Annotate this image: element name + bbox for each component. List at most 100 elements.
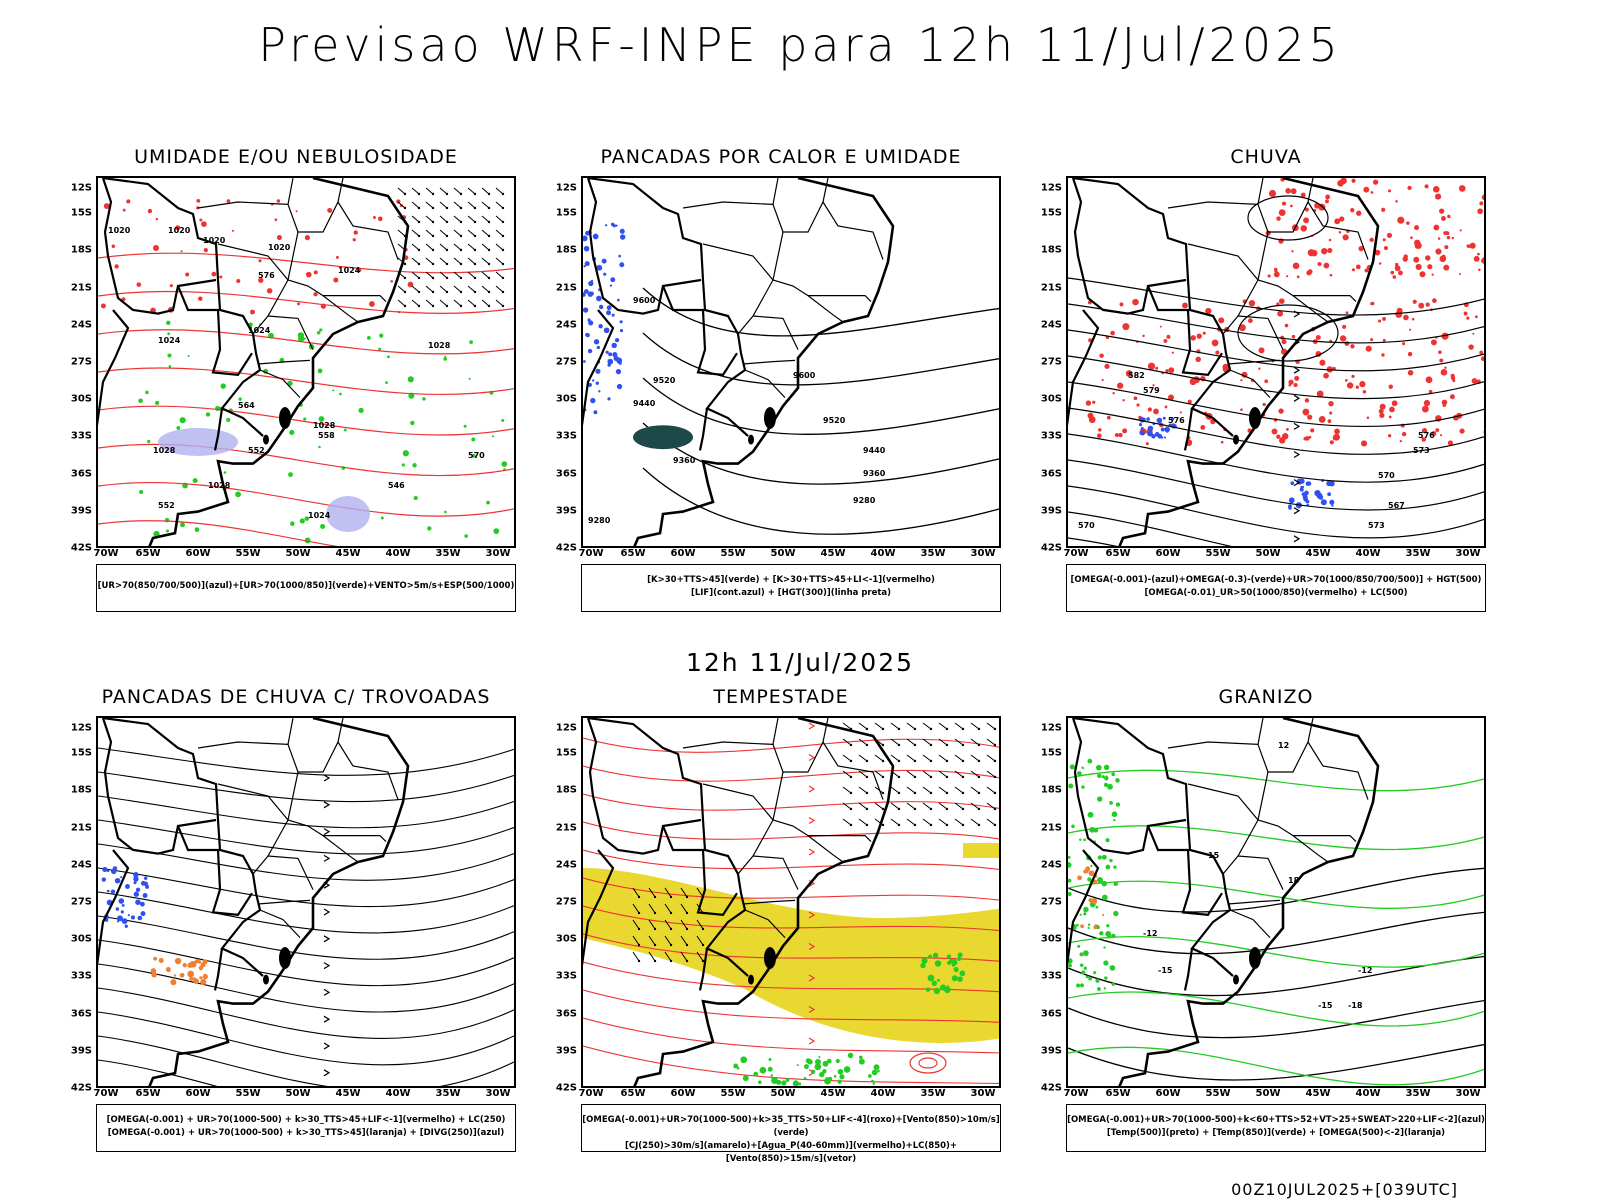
rain-red-cell [1444,366,1447,369]
wind-vector-head [653,911,657,915]
rain-red-cell [1171,351,1174,354]
divg-blue-cell [135,899,141,905]
humidity-low-green-cell [412,463,417,468]
red-contour-dots-cell [199,218,203,222]
wind850-green-cell [944,986,951,994]
rain-red-north-cell [1276,216,1281,221]
storm-orange-cell [200,978,207,986]
rain-red-north-cell [1451,236,1455,240]
lon-tick-label: 55W [235,548,261,559]
wind-vector [425,257,434,265]
wind-vector [495,243,504,251]
rain-red-cell [1412,299,1417,304]
wind-vector-head [445,276,449,280]
wind-vector [696,935,704,946]
wind-vector-head [653,959,657,963]
lat-tick-label: 39S [555,1045,577,1057]
state-border [197,718,294,749]
lat-tick-label: 15S [1040,207,1062,219]
wind850-green-cell [805,1058,811,1064]
rain-red-cell [1200,425,1206,430]
lagoa-mirim [1233,974,1239,985]
temp850-green-dense-cell [1075,923,1079,927]
flow-arrow [1293,450,1301,459]
lon-tick-label: 65W [1105,548,1131,559]
wind-vector [954,786,964,794]
wind-vector [425,271,434,279]
hgt300-contours-line [642,287,999,337]
rain-red-cell [1099,353,1104,358]
contour-label: 9440 [863,446,886,455]
lon-tick-label: 55W [1205,548,1231,559]
flow-arrow [808,1037,816,1045]
rain-blue-cell [1331,504,1334,507]
humidity-low-green-cell [155,400,160,405]
lif-blue-contours-cell [583,292,586,297]
wind-vector-head [417,262,421,266]
wind-vector [632,935,640,946]
temp850-green-dense-cell [1111,772,1115,777]
rain-blue-cell [1154,431,1160,437]
country-border [98,309,130,426]
panel-granizo: GRANIZO 12S 15S 18S 21S 24S 27S 30S 33S 36S 39S 42S… [1041,686,1486,1166]
rain-red-cell [1163,339,1168,343]
rain-red-cell [1190,335,1196,341]
temp850-green-dense-cell [1090,864,1093,868]
state-border [287,178,344,233]
contour-label: 1020 [203,236,226,245]
wind-vector-head [417,192,421,196]
wind-vector-head [445,304,449,308]
lon-tick-label: 55W [1205,1088,1231,1099]
red-contour-dots-cell [320,303,327,309]
temp850-green-dense-cell [1083,966,1087,970]
lat-tick-label: 12S [70,182,92,194]
rain-red-cell [1360,440,1368,447]
lif-blue-contours-cell [595,381,599,385]
wind850-green-cell [768,1058,772,1062]
wind-vector-head [913,775,917,779]
panel-title: PANCADAS POR CALOR E UMIDADE [600,146,962,168]
omega-orange-cell [1102,914,1105,917]
basemap [583,718,895,1086]
rain-red-cell [1327,419,1332,424]
wind-vector [648,951,656,962]
wind-vector-head [669,911,673,915]
rain-red-cell [1240,408,1243,412]
rain-red-north-cell [1433,224,1440,231]
humidity-low-green-cell [366,335,371,340]
streamlines-line [1068,485,1484,539]
lat-tick-label: 42S [70,542,92,554]
contour-label: 1020 [268,243,291,252]
rain-red-north-cell [1437,237,1441,240]
lif-blue-contours-cell [595,368,601,374]
wind-vector-head [501,276,505,280]
rain-red-cell [1152,384,1155,387]
wind-vector [439,187,448,195]
wind-vector [680,887,688,898]
lif-blue-contours-cell [583,265,586,268]
rain-red-cell [1218,317,1225,324]
state-border [744,369,786,399]
rain-red-north-cell [1281,201,1287,206]
rain-red-north-cell [1481,194,1484,201]
panel-umidade: UMIDADE E/OU NEBULOSIDADE 12S 15S 18S 21S 24S… [71,146,516,626]
wind850-green-cell [921,957,928,964]
rain-red-north-cell [1387,189,1392,193]
longitude-axis: 70W 65W 60W 55W 50W 45W 40W 35W 30W [1064,548,1486,562]
wind-vector [842,802,852,810]
contour-label: 1028 [313,421,336,430]
state-border [808,835,872,843]
rain-blue-cell [1318,495,1324,500]
rain-red-cell [1471,378,1478,384]
wind-vector [680,903,688,914]
rain-blue-cell [1140,426,1144,430]
wind-vector-head [403,192,407,196]
lon-tick-label: 65W [620,548,646,559]
state-border [702,243,774,335]
legend-caption: [K>30+TTS>45](verde) + [K>30+TTS>45+LI<-… [581,564,1001,612]
wind-vector [906,754,916,762]
wind-vector-head [669,927,673,931]
rain-red-cell [1439,358,1444,363]
wind850-green-cell [933,987,941,995]
wind-vector-head [431,290,435,294]
